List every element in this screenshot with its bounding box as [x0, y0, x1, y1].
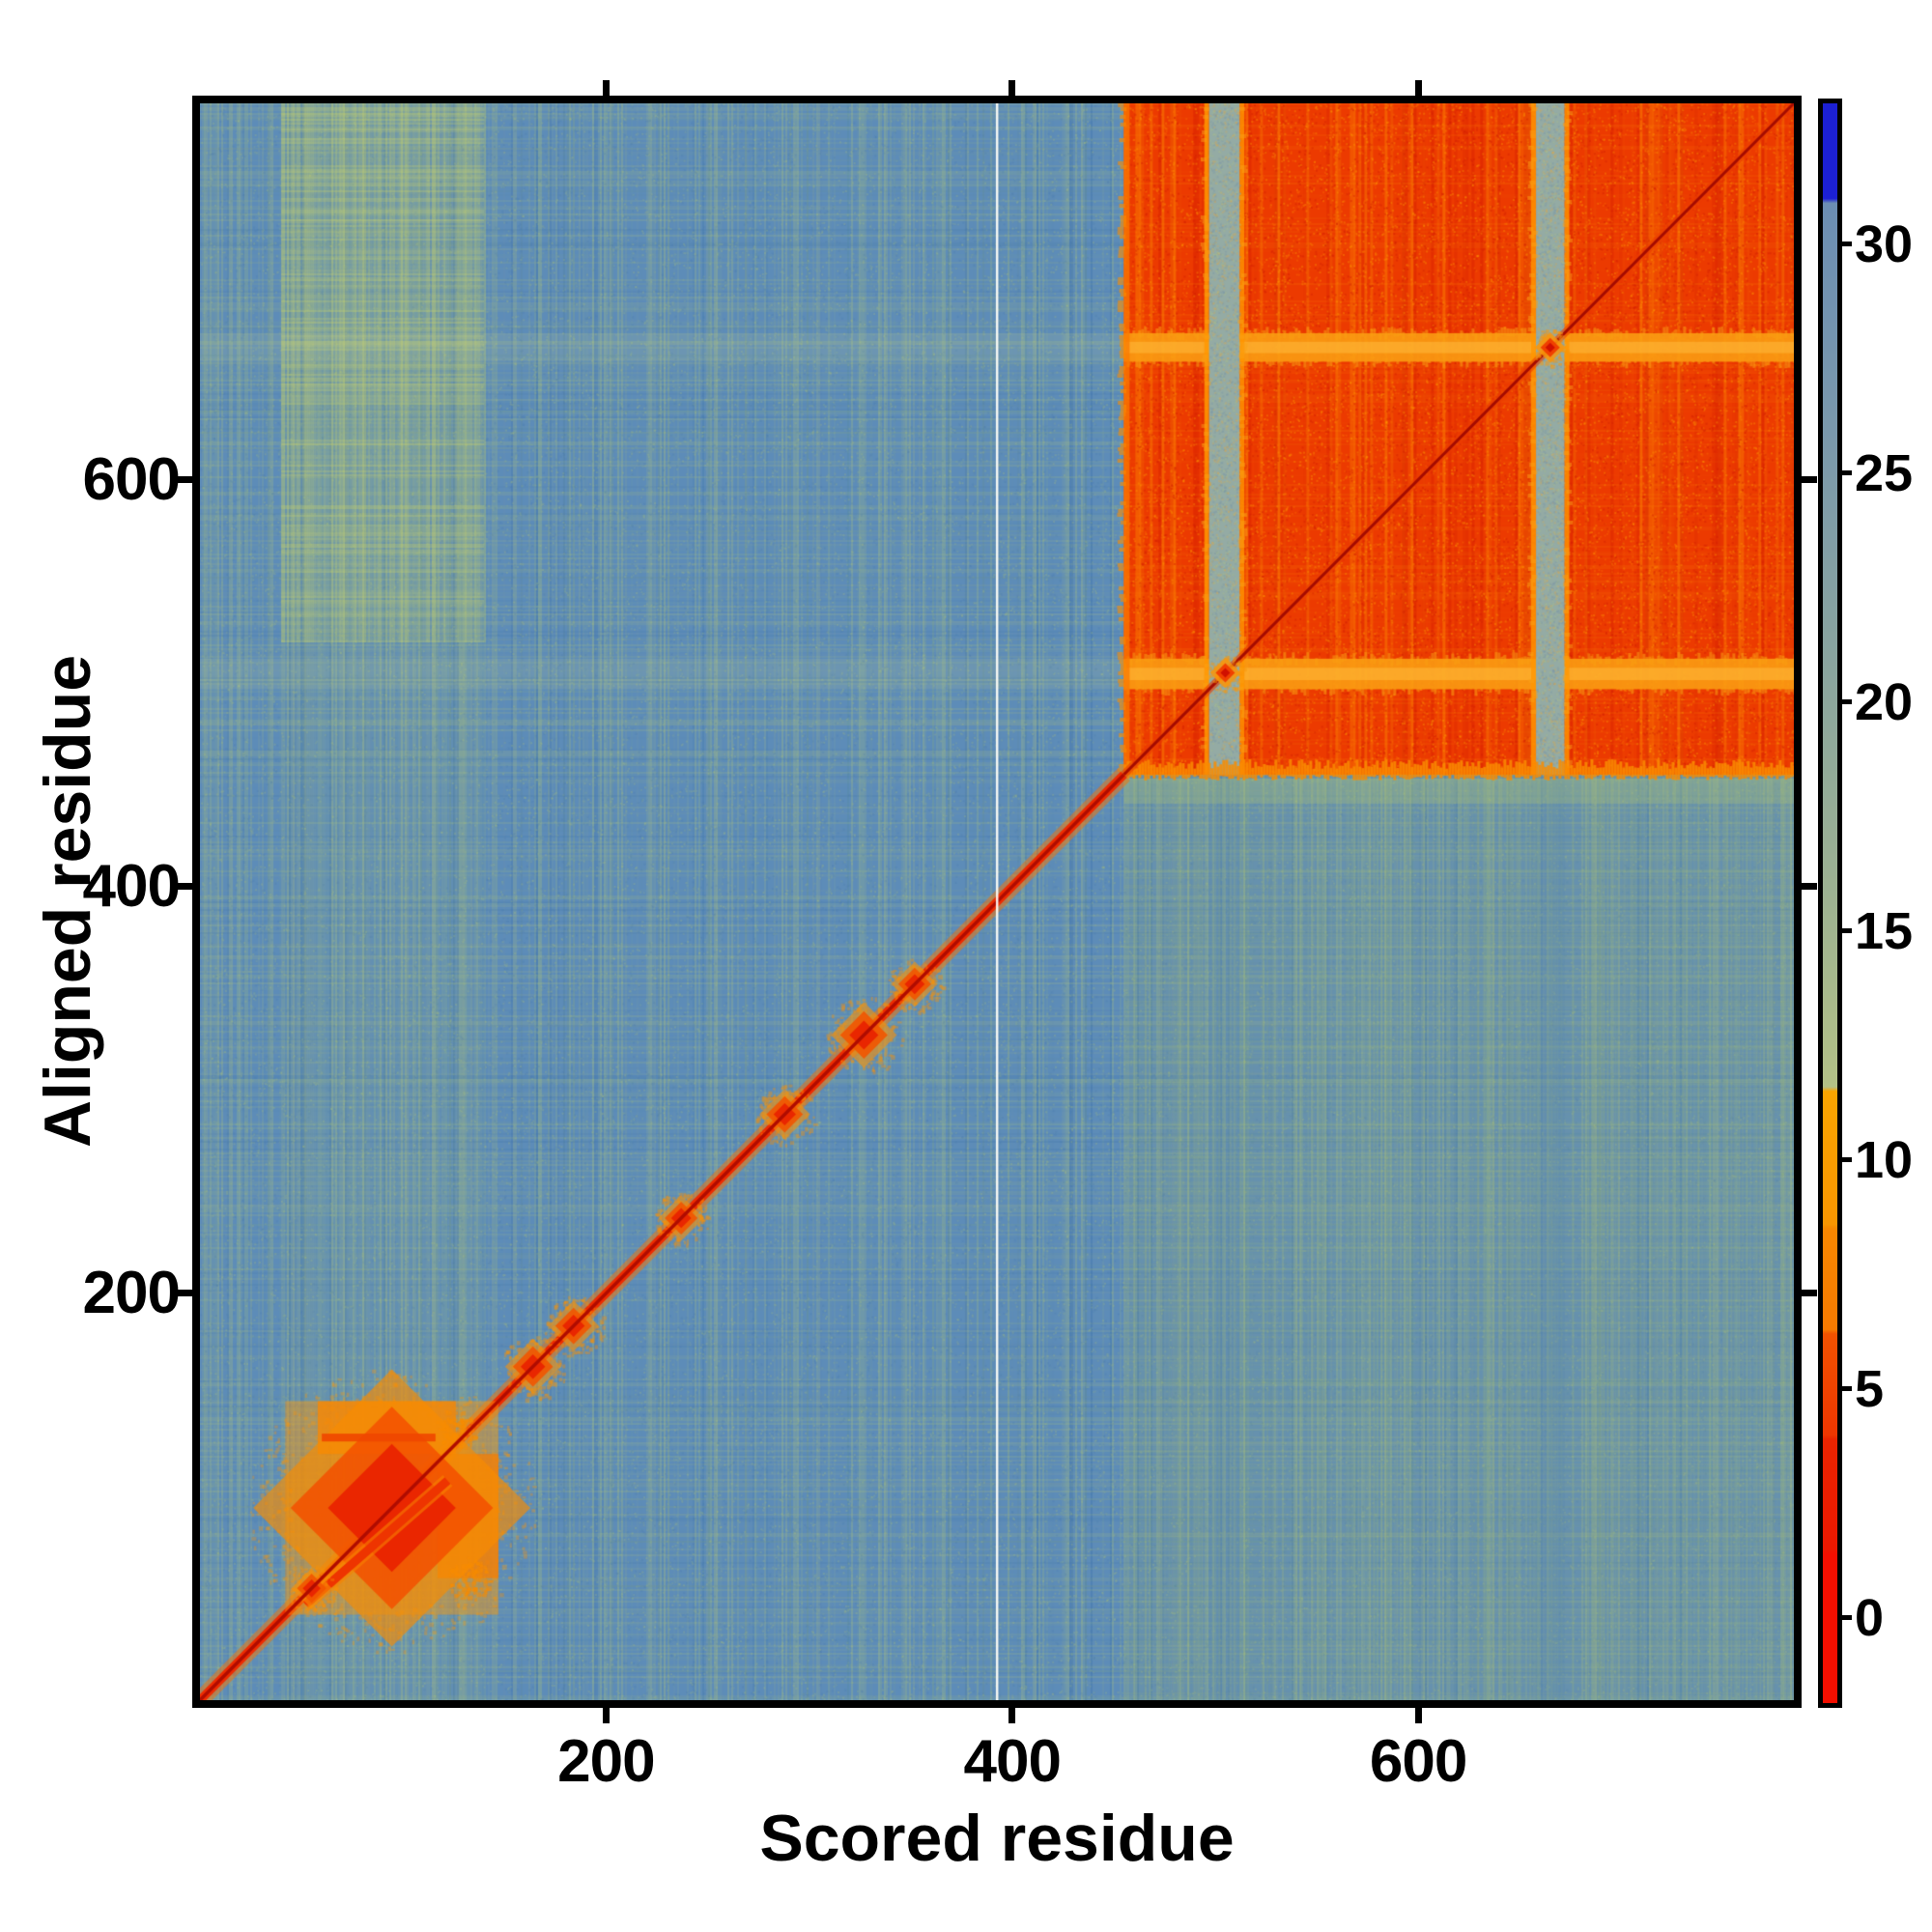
colorbar-tick-mark	[1842, 1157, 1852, 1163]
y-tick-mark	[177, 883, 192, 891]
x-tick-mark	[602, 1708, 610, 1723]
colorbar	[1818, 99, 1842, 1708]
colorbar-tick-mark	[1842, 470, 1852, 476]
x-tick-mark-top	[1414, 80, 1422, 96]
x-tick-label: 600	[1369, 1728, 1467, 1795]
y-tick-mark-right	[1802, 1290, 1817, 1297]
colorbar-tick-label: 0	[1855, 1588, 1885, 1647]
x-tick-mark-top	[602, 80, 610, 96]
colorbar-tick-mark	[1842, 699, 1852, 705]
colorbar-tick-mark	[1842, 1386, 1852, 1392]
x-tick-label: 200	[557, 1728, 655, 1795]
y-tick-mark	[177, 1290, 192, 1297]
y-tick-mark-right	[1802, 883, 1817, 891]
y-tick-label: 400	[82, 852, 181, 920]
y-tick-mark	[177, 476, 192, 484]
y-tick-label: 600	[82, 445, 181, 513]
colorbar-tick-label: 10	[1855, 1130, 1914, 1189]
x-tick-mark	[1009, 1708, 1016, 1723]
pae-heatmap-canvas	[200, 103, 1794, 1700]
colorbar-tick-label: 20	[1855, 672, 1914, 731]
colorbar-gradient	[1823, 103, 1837, 1703]
colorbar-tick-mark	[1842, 928, 1852, 934]
plot-frame	[192, 96, 1802, 1708]
y-axis-title: Aligned residue	[31, 654, 104, 1149]
x-tick-mark-top	[1009, 80, 1016, 96]
y-tick-mark-right	[1802, 476, 1817, 484]
colorbar-tick-mark	[1842, 242, 1852, 247]
colorbar-tick-label: 15	[1855, 901, 1914, 960]
colorbar-tick-mark	[1842, 1615, 1852, 1621]
x-axis-title: Scored residue	[759, 1802, 1235, 1875]
y-tick-label: 200	[82, 1259, 181, 1326]
x-tick-mark	[1414, 1708, 1422, 1723]
colorbar-tick-label: 5	[1855, 1359, 1885, 1418]
colorbar-tick-label: 30	[1855, 214, 1914, 273]
colorbar-tick-label: 25	[1855, 443, 1914, 502]
x-tick-label: 400	[963, 1728, 1062, 1795]
